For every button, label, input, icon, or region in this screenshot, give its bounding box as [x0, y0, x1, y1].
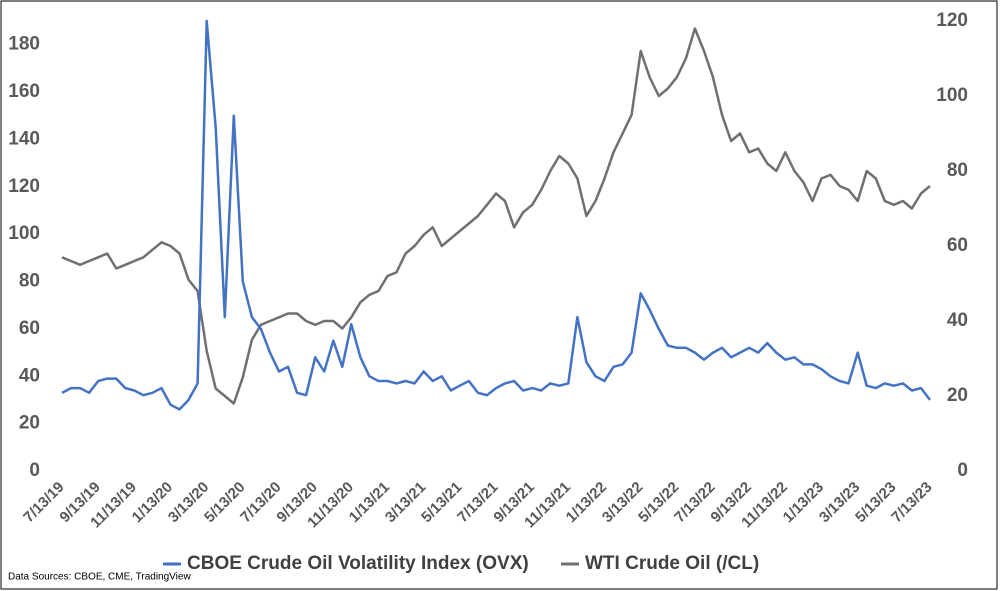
series-line: [61, 27, 931, 405]
legend-label: CBOE Crude Oil Volatility Index (OVX): [187, 553, 529, 574]
y-tick-label: 40: [19, 365, 40, 386]
y-tick-label: 180: [8, 34, 40, 55]
y2-tick-label: 0: [957, 460, 968, 481]
y2-tick-label: 100: [936, 85, 968, 106]
y-tick-label: 60: [19, 318, 40, 339]
y-tick-label: 120: [8, 176, 40, 197]
x-tick-label: 7/13/23: [888, 479, 935, 526]
y-tick-label: 100: [8, 223, 40, 244]
y2-tick-label: 120: [936, 10, 968, 31]
y-tick-label: 0: [29, 460, 40, 481]
y2-tick-label: 80: [947, 160, 968, 181]
source-note: Data Sources: CBOE, CME, TradingView: [8, 572, 191, 583]
y-tick-label: 20: [19, 413, 40, 434]
y-tick-label: 140: [8, 128, 40, 149]
y2-tick-label: 60: [947, 235, 968, 256]
series-line: [61, 19, 931, 411]
legend-label: WTI Crude Oil (/CL): [585, 553, 759, 574]
y-tick-label: 160: [8, 81, 40, 102]
y2-tick-label: 20: [947, 385, 968, 406]
y-tick-label: 80: [19, 271, 40, 292]
y2-tick-label: 40: [947, 310, 968, 331]
